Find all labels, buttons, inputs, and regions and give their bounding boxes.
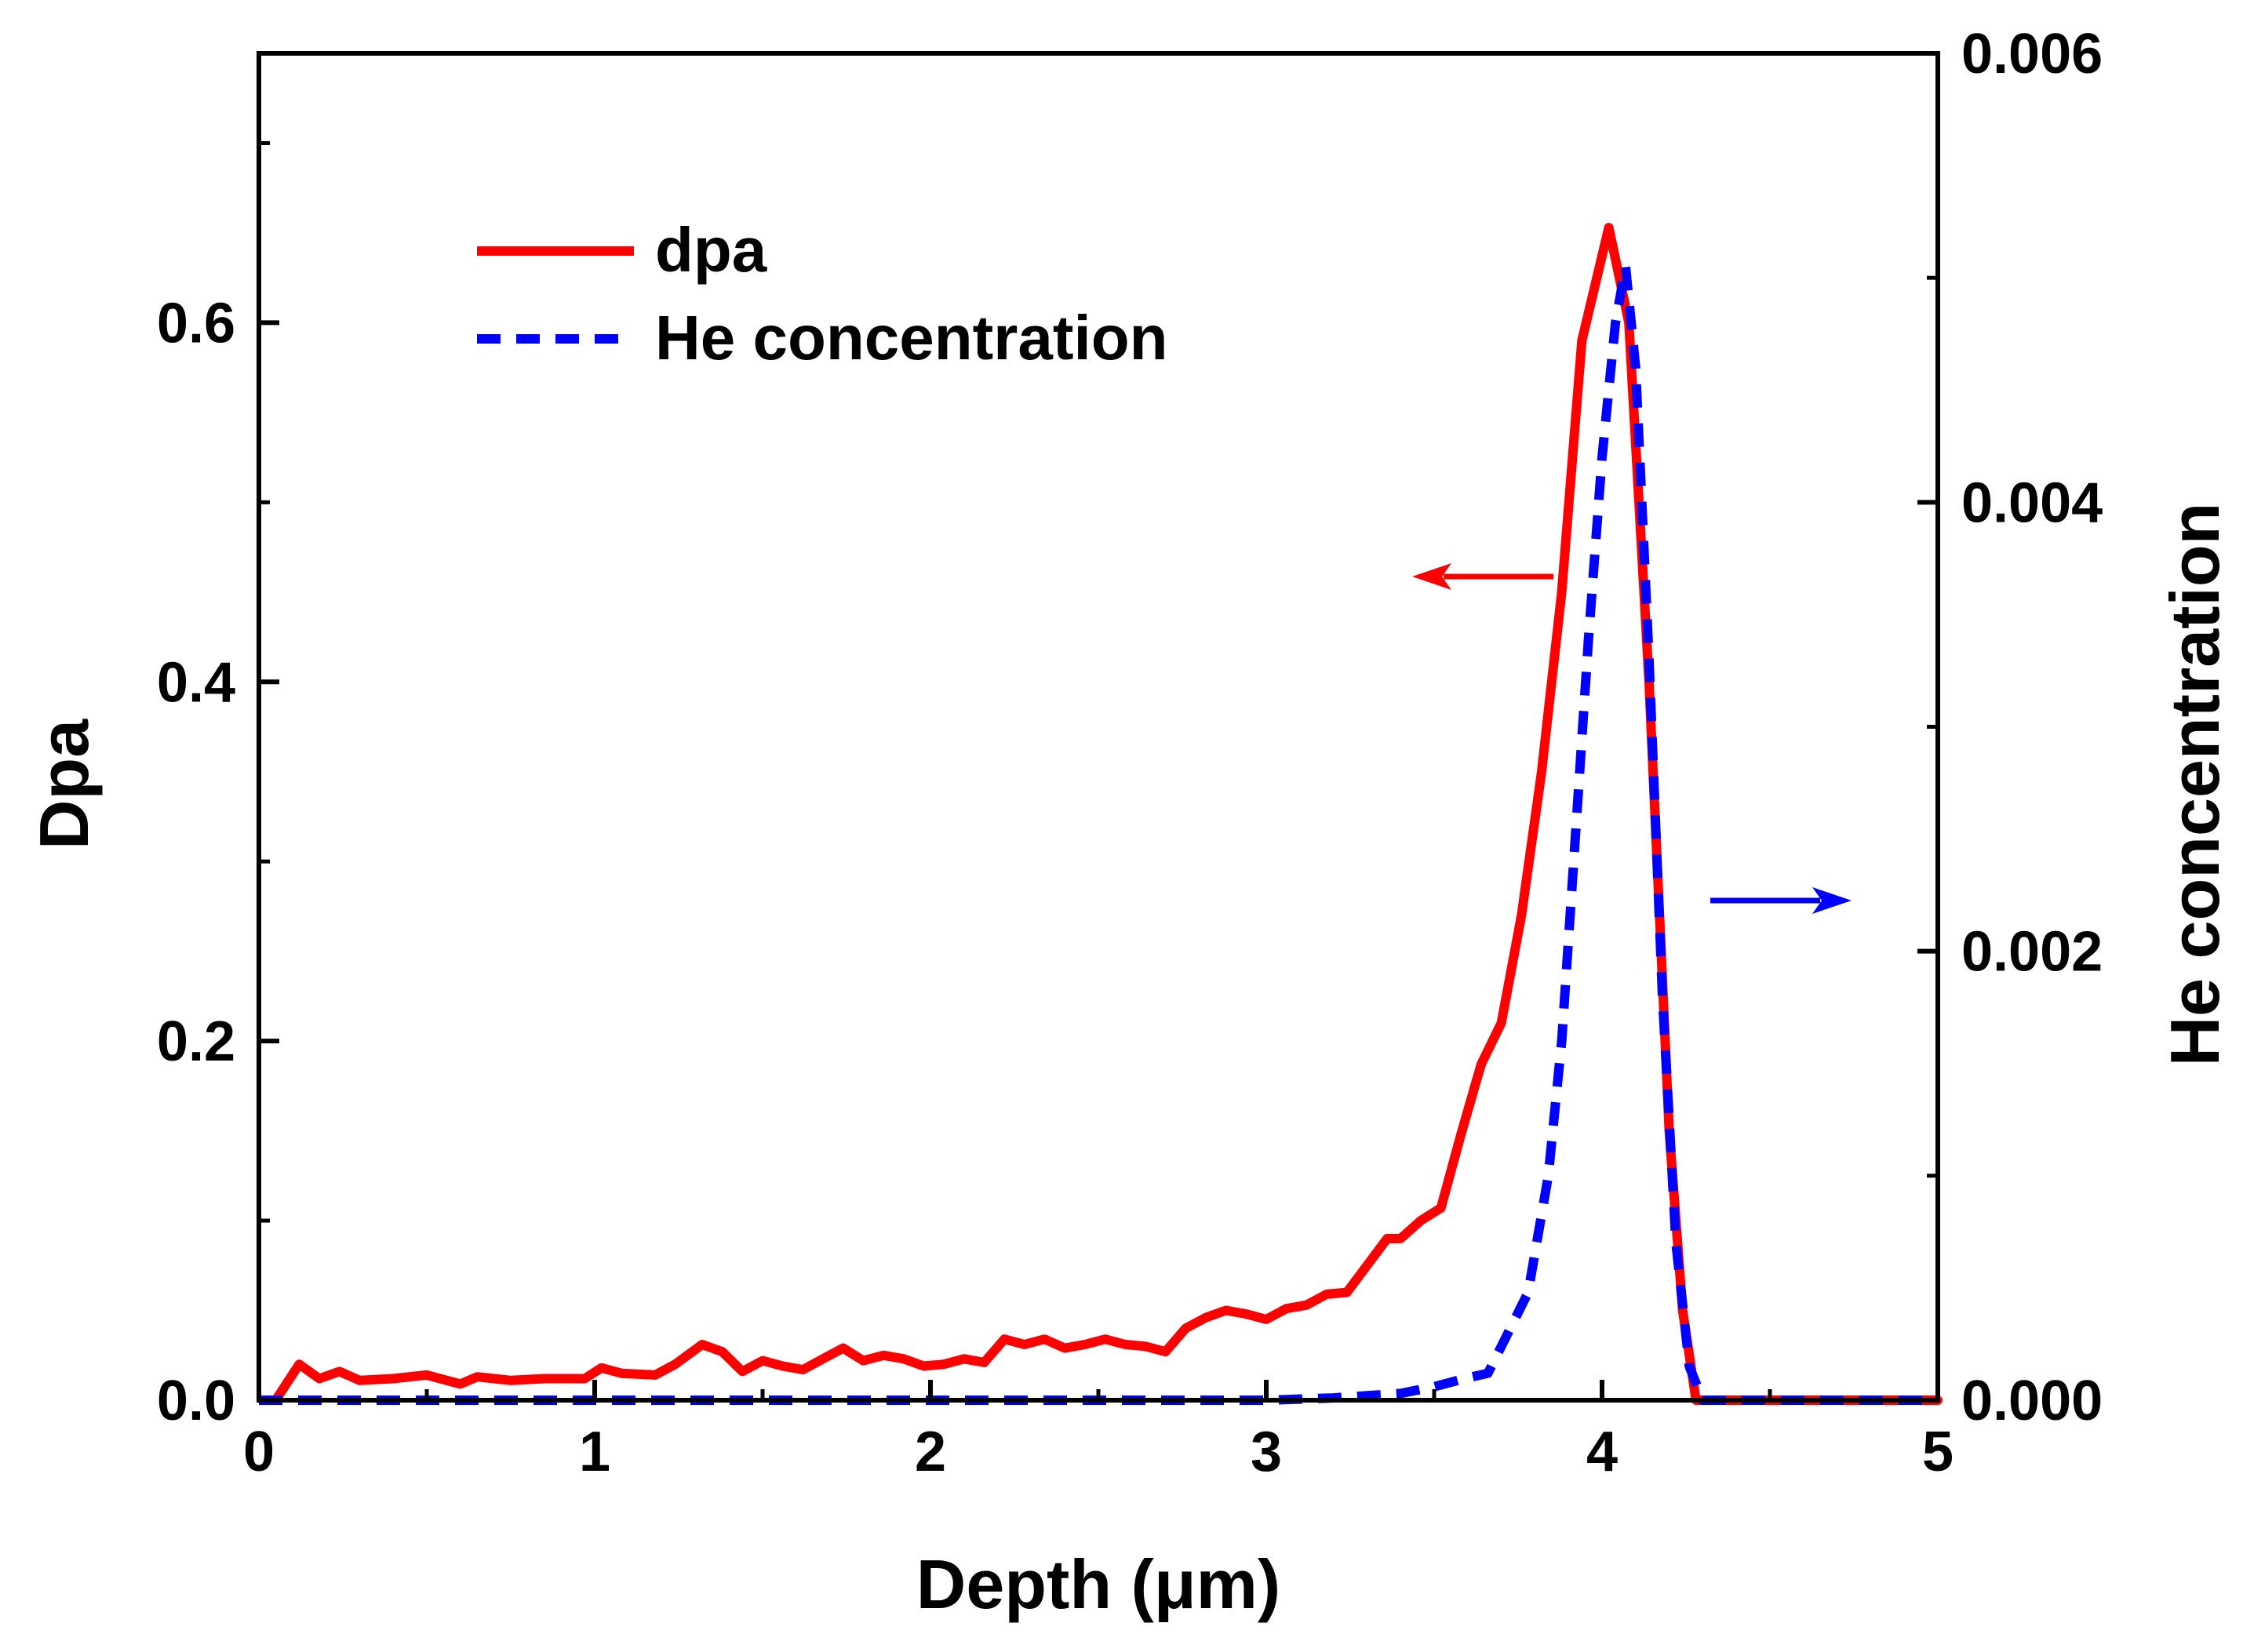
axes: 0 1 2 3 4 5 0.0 0.2 0.4 0.6 0.000 0.002 0.004 0.006	[157, 23, 2103, 1483]
y-tick-label: 0.0	[157, 1370, 235, 1432]
x-tick-label: 1	[579, 1421, 610, 1483]
y2-tick-label: 0.000	[1961, 1370, 2103, 1432]
y-tick-label: 0.2	[157, 1010, 235, 1073]
y-tick-label: 0.4	[157, 651, 235, 714]
x-tick-label: 4	[1586, 1421, 1618, 1483]
legend: dpa He concentration	[477, 215, 1167, 373]
y2-tick-label: 0.006	[1961, 23, 2103, 86]
plot-area	[259, 223, 1943, 1405]
series-dpa-line	[271, 223, 1943, 1405]
y2-axis-label: He concentration	[2156, 503, 2234, 1067]
y2-tick-label: 0.002	[1961, 921, 2103, 984]
legend-label: dpa	[655, 215, 767, 285]
x-axis-label: Depth (μm)	[916, 1545, 1280, 1623]
axis-labels: Depth (μm) Dpa He concentration	[25, 503, 2234, 1623]
legend-label: He concentration	[655, 303, 1167, 373]
x-tick-label: 2	[915, 1421, 946, 1483]
series-he-concentration-line	[259, 261, 1938, 1405]
x-tick-label: 5	[1922, 1421, 1954, 1483]
right-axis-arrowhead	[1812, 887, 1852, 914]
y-tick-label: 0.6	[157, 292, 235, 355]
annotations	[1412, 563, 1852, 914]
y2-tick-label: 0.004	[1961, 471, 2103, 534]
left-axis-arrowhead	[1412, 563, 1451, 590]
y-axis-label: Dpa	[25, 719, 103, 850]
x-tick-label: 3	[1251, 1421, 1282, 1483]
x-tick-label: 0	[243, 1421, 275, 1483]
